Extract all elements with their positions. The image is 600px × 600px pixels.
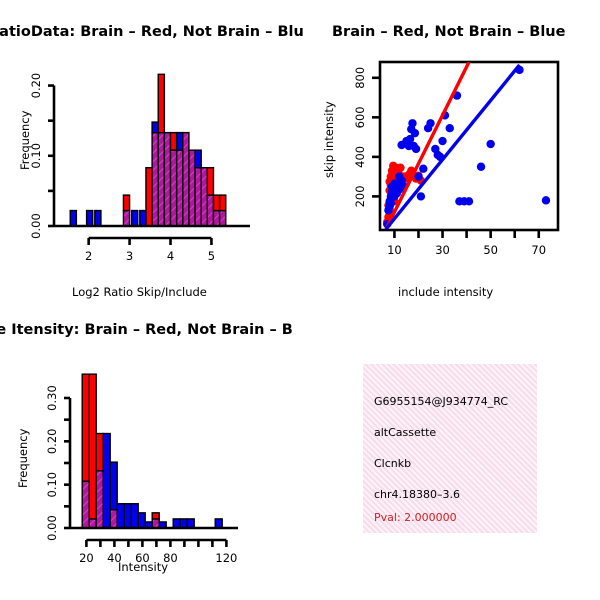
- scatter-plot: 200 400 600 800 10 30 50 70: [353, 60, 560, 257]
- svg-text:120: 120: [215, 551, 237, 565]
- svg-text:70: 70: [531, 243, 546, 257]
- svg-text:0.00: 0.00: [29, 213, 43, 239]
- svg-text:20: 20: [79, 551, 94, 565]
- panel-scatter: Brain – Red, Not Brain – Blue skip inten…: [300, 0, 600, 300]
- svg-text:40: 40: [107, 551, 122, 565]
- info-line-locus: chr4.18380–3.6: [374, 488, 461, 501]
- svg-text:400: 400: [353, 146, 367, 168]
- hist-ratio-xlabel: Log2 Ratio Skip/Include: [72, 285, 207, 299]
- info-line-probe: G6955154@J934774_RC: [374, 395, 509, 408]
- info-line-gene: Clcnkb: [374, 457, 412, 470]
- svg-text:30: 30: [435, 243, 450, 257]
- svg-text:60: 60: [135, 551, 150, 565]
- svg-text:600: 600: [353, 106, 367, 128]
- info-line-pval: Pval: 2.000000: [374, 511, 457, 524]
- hist-intensity-xlabel: Intensity: [118, 560, 169, 574]
- svg-text:4: 4: [167, 249, 174, 263]
- scatter-xlabel: include intensity: [398, 285, 494, 299]
- svg-text:50: 50: [483, 243, 498, 257]
- hist-intensity-title: ne Itensity: Brain – Red, Not Brain – B: [0, 322, 293, 338]
- panel-hist-intensity: ne Itensity: Brain – Red, Not Brain – B …: [0, 300, 300, 600]
- svg-text:2: 2: [85, 249, 92, 263]
- svg-text:0.30: 0.30: [45, 385, 59, 411]
- panel-hist-ratio: RatioData: Brain – Red, Not Brain – Blu …: [0, 0, 304, 300]
- svg-text:0.10: 0.10: [45, 472, 59, 498]
- hist-ratio-plot: 0.00 0.10 0.20 2 3 4 5: [29, 73, 250, 263]
- info-box: [363, 364, 537, 533]
- svg-text:5: 5: [208, 249, 215, 263]
- hist-intensity-plot: 0.00 0.10 0.20 0.30 20 40 60 80 120: [45, 373, 238, 565]
- svg-text:0.10: 0.10: [29, 143, 43, 169]
- panel-info: G6955154@J934774_RC altCassette Clcnkb c…: [300, 300, 600, 600]
- svg-text:0.00: 0.00: [45, 515, 59, 541]
- scatter-title: Brain – Red, Not Brain – Blue: [332, 24, 566, 40]
- svg-text:200: 200: [353, 185, 367, 207]
- svg-text:800: 800: [353, 67, 367, 89]
- svg-text:0.20: 0.20: [29, 73, 43, 99]
- info-line-event-type: altCassette: [374, 426, 437, 439]
- svg-text:10: 10: [387, 243, 402, 257]
- svg-text:0.20: 0.20: [45, 429, 59, 455]
- svg-text:3: 3: [126, 249, 133, 263]
- svg-text:80: 80: [163, 551, 178, 565]
- hist-ratio-title: RatioData: Brain – Red, Not Brain – Blu: [0, 24, 304, 40]
